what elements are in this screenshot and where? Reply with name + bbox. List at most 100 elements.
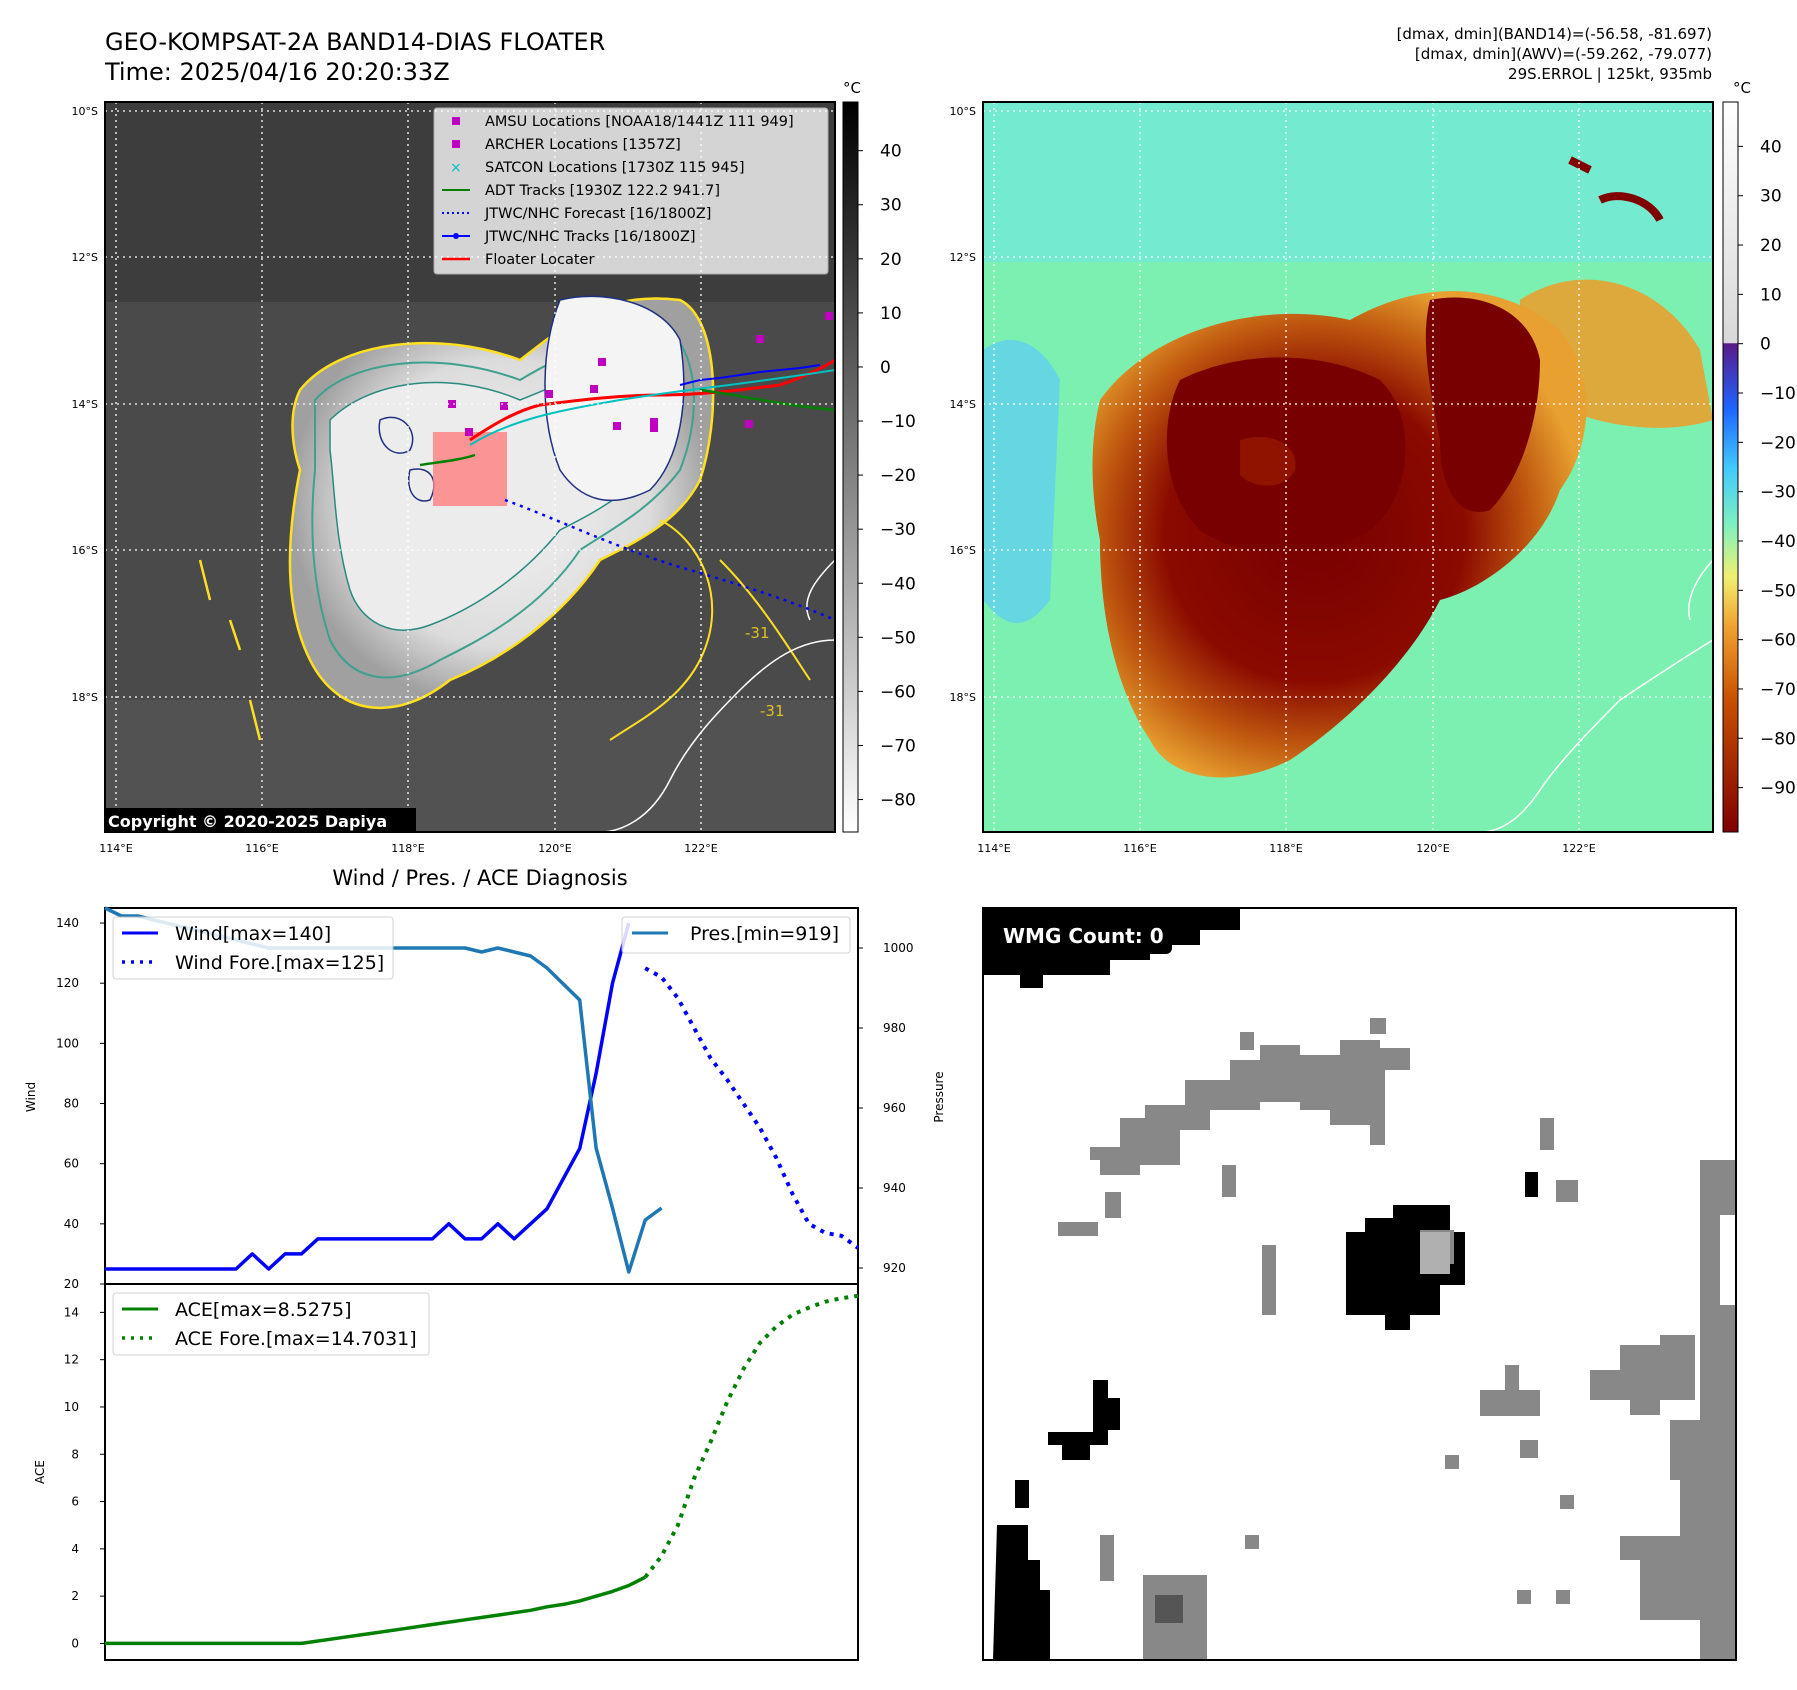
ir-lon-labels: 114°E 116°E 118°E 120°E 122°E bbox=[99, 842, 717, 855]
colorbar-tick-label: 30 bbox=[1760, 187, 1782, 207]
ir-lat-label: 14°S bbox=[72, 398, 98, 411]
chart-title: Wind / Pres. / ACE Diagnosis bbox=[332, 866, 627, 890]
wind-axis-label: Wind bbox=[24, 1082, 38, 1112]
pressure-axis-label: Pressure bbox=[932, 1071, 946, 1122]
wmg-panel: WMG Count: 0 bbox=[983, 908, 1736, 1660]
colorbar-tick-label: −10 bbox=[880, 412, 916, 432]
ir-colorbar-unit: °C bbox=[843, 79, 861, 97]
enh-lon-label: 122°E bbox=[1562, 842, 1595, 855]
figure-title: GEO-KOMPSAT-2A BAND14-DIAS FLOATER bbox=[105, 28, 605, 56]
colorbar-tick-label: −90 bbox=[1760, 779, 1796, 799]
enh-colorbar bbox=[1722, 101, 1739, 833]
ir-lat-label: 12°S bbox=[72, 251, 98, 264]
ir-lat-labels: 10°S 12°S 14°S 16°S 18°S bbox=[72, 105, 98, 704]
colorbar-tick-label: −70 bbox=[880, 736, 916, 756]
enh-gridlines bbox=[983, 102, 1713, 832]
ytick-label: 140 bbox=[56, 916, 79, 930]
info-band14: [dmax, dmin](BAND14)=(-56.58, -81.697) bbox=[1397, 25, 1712, 43]
legend-adt: ADT Tracks [1930Z 122.2 941.7] bbox=[485, 183, 720, 199]
ytick-label: 10 bbox=[64, 1400, 79, 1414]
pressure-legend-label: Pres.[min=919] bbox=[690, 923, 839, 945]
enh-lon-label: 118°E bbox=[1269, 842, 1302, 855]
colorbar-tick-label: −50 bbox=[880, 628, 916, 648]
legend-tracks: JTWC/NHC Tracks [16/1800Z] bbox=[484, 229, 696, 245]
wmg-count-label: WMG Count: 0 bbox=[1003, 924, 1164, 948]
legend-forecast: JTWC/NHC Forecast [16/1800Z] bbox=[484, 206, 711, 222]
colorbar-tick-label: 0 bbox=[880, 358, 891, 378]
colorbar-tick-label: 0 bbox=[1760, 335, 1771, 355]
enh-lat-label: 12°S bbox=[950, 251, 976, 264]
map-legend bbox=[433, 107, 829, 275]
pressure-yticks: 920 940 960 980 1000 bbox=[858, 941, 914, 1275]
enh-lat-labels: 10°S 12°S 14°S 16°S 18°S bbox=[950, 105, 976, 704]
pressure-legend bbox=[621, 916, 851, 954]
colorbar-tick-label: −20 bbox=[880, 466, 916, 486]
ytick-label: 14 bbox=[64, 1305, 79, 1319]
archer-legend-marker bbox=[452, 140, 460, 148]
ir-lat-label: 18°S bbox=[72, 691, 98, 704]
ytick-label: 100 bbox=[56, 1036, 79, 1050]
ir-map: -31 -31 × AMSU Locations [NOAA18/1441Z 1… bbox=[105, 102, 835, 832]
ir-colorbar bbox=[842, 101, 859, 833]
copyright-box bbox=[105, 808, 416, 832]
enh-lat-label: 14°S bbox=[950, 398, 976, 411]
legend-archer: ARCHER Locations [1357Z] bbox=[485, 137, 681, 153]
ace-series-group bbox=[104, 1293, 859, 1646]
wind-fore-legend-label: Wind Fore.[max=125] bbox=[175, 952, 384, 974]
colorbar-tick-label: −80 bbox=[1760, 729, 1796, 749]
colorbar-tick-label: −60 bbox=[1760, 631, 1796, 651]
colorbar-tick-label: 10 bbox=[1760, 285, 1782, 305]
copyright-text: Copyright © 2020-2025 Dapiya bbox=[108, 812, 387, 831]
wmg-frame bbox=[982, 907, 1737, 1661]
info-storm: 29S.ERROL | 125kt, 935mb bbox=[1508, 65, 1712, 83]
ir-map-frame bbox=[104, 101, 836, 833]
ir-lon-label: 116°E bbox=[245, 842, 278, 855]
wmg-count-box bbox=[996, 918, 1172, 954]
enhanced-map-frame bbox=[982, 101, 1714, 833]
ytick-label: 120 bbox=[56, 976, 79, 990]
wind-legend-label: Wind[max=140] bbox=[175, 923, 331, 945]
ace-axis-label: ACE bbox=[33, 1460, 47, 1484]
legend-floater: Floater Locater bbox=[485, 252, 594, 268]
info-awv: [dmax, dmin](AWV)=(-59.262, -79.077) bbox=[1415, 45, 1712, 63]
enh-lon-label: 116°E bbox=[1123, 842, 1156, 855]
ytick-label: 6 bbox=[71, 1495, 79, 1509]
amsu-legend-marker bbox=[452, 117, 460, 125]
ir-lon-label: 122°E bbox=[684, 842, 717, 855]
colorbar-tick-label: 10 bbox=[880, 304, 902, 324]
wmg-light-cell bbox=[1420, 1232, 1450, 1274]
ir-colorbar-ticks: 40 30 20 10 0 −10 −20 −30 −40 −50 −60 −70 −80 bbox=[858, 142, 916, 811]
ir-lon-label: 118°E bbox=[391, 842, 424, 855]
colorbar-tick-label: 30 bbox=[880, 196, 902, 216]
ytick-label: 20 bbox=[64, 1277, 79, 1291]
legend-amsu: AMSU Locations [NOAA18/1441Z 111 949] bbox=[485, 114, 794, 130]
enh-lon-label: 114°E bbox=[977, 842, 1010, 855]
ytick-label: 2 bbox=[71, 1589, 79, 1603]
ytick-label: 80 bbox=[64, 1097, 79, 1111]
ytick-right-label: 980 bbox=[883, 1021, 906, 1035]
ytick-label: 60 bbox=[64, 1157, 79, 1171]
colorbar-tick-label: −70 bbox=[1760, 680, 1796, 700]
colorbar-tick-label: −80 bbox=[880, 791, 916, 811]
enhanced-map bbox=[983, 102, 1713, 832]
colorbar-tick-label: −30 bbox=[880, 520, 916, 540]
enh-lat-label: 18°S bbox=[950, 691, 976, 704]
colorbar-tick-label: 20 bbox=[1760, 236, 1782, 256]
enh-lon-label: 120°E bbox=[1416, 842, 1449, 855]
enh-colorbar-unit: °C bbox=[1733, 79, 1751, 97]
contour-label-1: -31 bbox=[745, 624, 770, 642]
enh-colorbar-ticks: 40 30 20 10 0 −10 −20 −30 −40 −50 −60 −70 −80 −90 bbox=[1738, 137, 1796, 799]
ytick-right-label: 1000 bbox=[883, 941, 914, 955]
legend-satcon: SATCON Locations [1730Z 115 945] bbox=[485, 160, 744, 176]
floater-box bbox=[433, 432, 507, 506]
wind-yticks: 20 40 60 80 100 120 140 bbox=[56, 916, 105, 1291]
figure-time: Time: 2025/04/16 20:20:33Z bbox=[104, 58, 450, 86]
ytick-label: 8 bbox=[71, 1447, 79, 1461]
colorbar-tick-label: −40 bbox=[1760, 532, 1796, 552]
colorbar-tick-label: 40 bbox=[880, 142, 902, 162]
enh-lat-label: 10°S bbox=[950, 105, 976, 118]
ir-lon-label: 120°E bbox=[538, 842, 571, 855]
ace-yticks: 0 2 4 6 8 10 12 14 bbox=[64, 1305, 105, 1650]
satcon-legend-marker: × bbox=[450, 160, 462, 176]
